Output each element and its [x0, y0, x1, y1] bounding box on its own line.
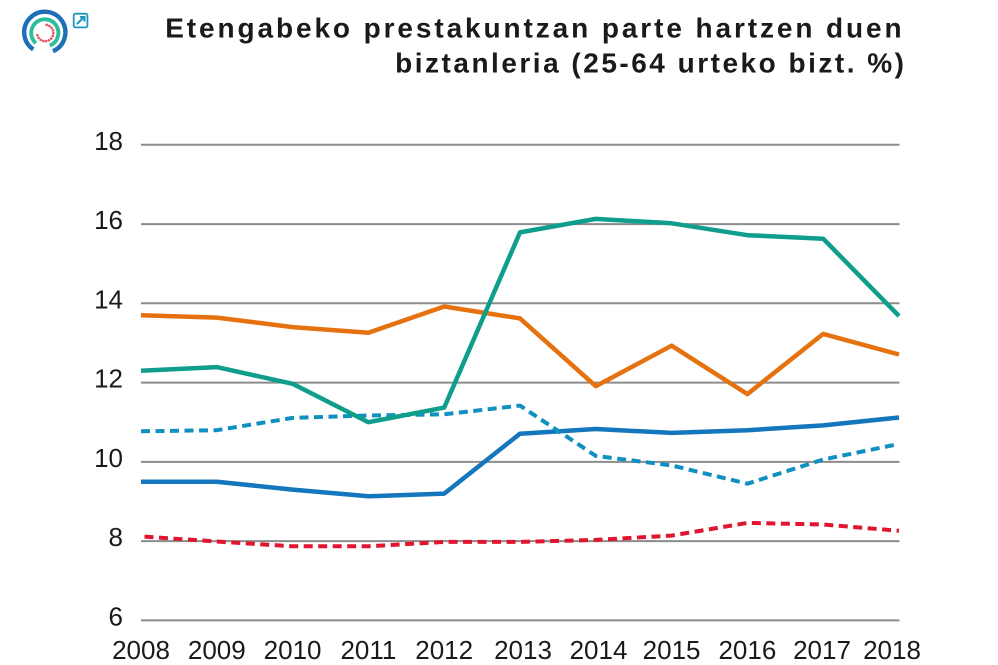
svg-text:16: 16: [94, 205, 123, 235]
svg-text:Etengabeko prestakuntzan parte: Etengabeko prestakuntzan parte hartzen d…: [165, 13, 904, 44]
svg-text:2016: 2016: [718, 635, 776, 665]
svg-text:12: 12: [94, 364, 123, 394]
svg-text:2013: 2013: [494, 635, 552, 665]
svg-text:2009: 2009: [188, 635, 246, 665]
svg-text:2012: 2012: [415, 635, 473, 665]
svg-text:10: 10: [94, 443, 123, 473]
svg-text:2015: 2015: [643, 635, 701, 665]
svg-text:6: 6: [109, 601, 123, 631]
svg-text:18: 18: [94, 126, 123, 156]
svg-text:2017: 2017: [793, 635, 851, 665]
svg-text:biztanleria (25-64 urteko bizt: biztanleria (25-64 urteko bizt. %): [395, 48, 906, 79]
svg-text:2018: 2018: [863, 635, 921, 665]
svg-text:8: 8: [109, 522, 123, 552]
svg-text:2014: 2014: [570, 635, 628, 665]
svg-text:2011: 2011: [340, 635, 396, 665]
svg-text:2010: 2010: [264, 635, 322, 665]
svg-text:14: 14: [94, 284, 123, 314]
svg-text:2008: 2008: [112, 635, 170, 665]
